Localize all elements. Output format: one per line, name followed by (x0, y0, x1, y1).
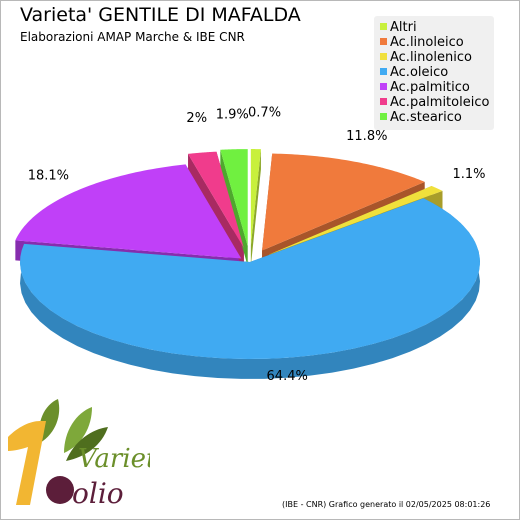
legend-swatch (380, 113, 387, 120)
legend-swatch (380, 23, 387, 30)
slice-edge-wall (250, 149, 261, 267)
slice-value-label: 0.7% (248, 105, 281, 120)
slice-value-label: 18.1% (28, 168, 69, 183)
legend-swatch (380, 68, 387, 75)
slice-edge-wall (220, 149, 248, 267)
chart-title: Varieta' GENTILE DI MAFALDA (20, 4, 301, 26)
logo-text-top: Varietà (78, 444, 150, 474)
legend-item: Ac.palmitico (380, 80, 470, 96)
pie-slice-altri (250, 149, 261, 247)
slice-value-label: 64.4% (267, 369, 308, 384)
legend-swatch (380, 38, 387, 45)
legend-item: Ac.stearico (380, 110, 462, 126)
chart-legend: Altri Ac.linoleico Ac.linolenico Ac.oleico A… (374, 16, 494, 130)
pie-slice-ac-oleico (20, 198, 480, 359)
legend-item: Ac.linoleico (380, 35, 464, 51)
legend-label: Ac.linolenico (390, 50, 472, 65)
legend-label: Altri (390, 20, 417, 35)
legend-label: Ac.palmitoleico (390, 95, 490, 110)
pie-slice-ac-palmitico (15, 164, 242, 259)
slice-value-label: 2% (186, 111, 207, 126)
pie-slice-ac-palmitoleico (188, 151, 244, 248)
legend-label: Ac.oleico (390, 65, 449, 80)
varieta-olio-logo: Varietà olio (8, 399, 150, 510)
pie-slice-ac-stearico (220, 149, 248, 247)
slice-value-label: 1.9% (216, 108, 249, 123)
pie-slice-ac-linoleico (262, 153, 425, 251)
legend-swatch (380, 98, 387, 105)
legend-label: Ac.palmitico (390, 80, 470, 95)
pie-tops (15, 149, 480, 359)
logo-text-bottom: olio (72, 477, 124, 510)
pie-slice-ac-linolenico (269, 185, 443, 255)
legend-item: Ac.linolenico (380, 50, 472, 66)
legend-item: Ac.palmitoleico (380, 95, 489, 111)
legend-label: Ac.linoleico (390, 35, 464, 50)
chart-subtitle: Elaborazioni AMAP Marche & IBE CNR (20, 30, 245, 44)
chart-footer: (IBE - CNR) Grafico generato il 02/05/20… (282, 500, 491, 509)
legend-item: Altri (380, 20, 417, 36)
pie-labels: 0.7% 11.8% 1.1% 64.4% 18.1% 2% 1.9% (28, 105, 486, 384)
slice-value-label: 11.8% (346, 129, 387, 144)
legend-swatch (380, 53, 387, 60)
slice-value-label: 1.1% (453, 167, 486, 182)
legend-swatch (380, 83, 387, 90)
legend-item: Ac.oleico (380, 65, 448, 81)
legend-label: Ac.stearico (390, 110, 462, 125)
